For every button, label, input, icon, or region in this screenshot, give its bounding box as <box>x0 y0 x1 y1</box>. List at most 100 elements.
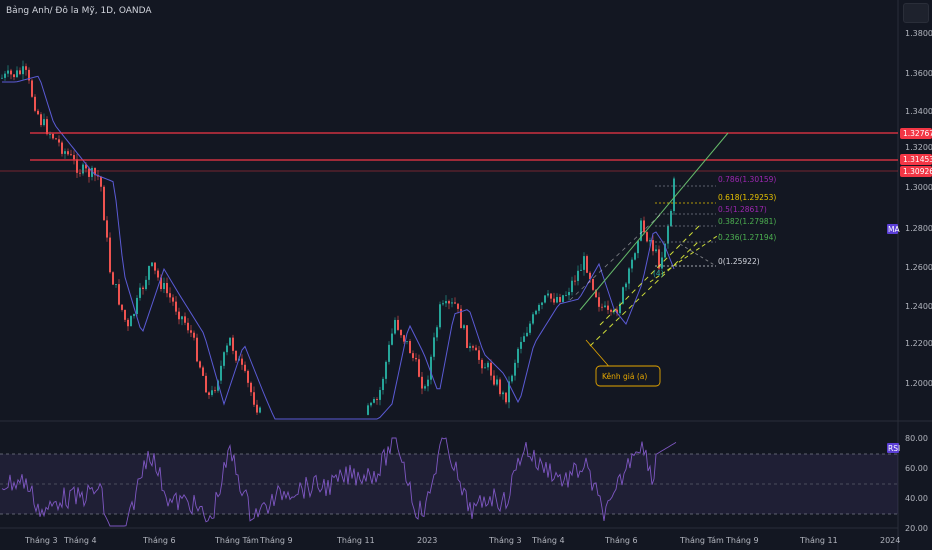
candle-body <box>37 110 39 115</box>
rsi-tick: 20.00 <box>905 524 928 533</box>
channel-line-lower[interactable] <box>589 239 701 347</box>
channel-annotation-box[interactable] <box>595 365 661 387</box>
candle-body <box>646 232 648 242</box>
chart-settings-button[interactable] <box>903 3 929 23</box>
candle-body <box>517 348 519 363</box>
candle-body <box>10 70 12 75</box>
candle-body <box>142 287 144 290</box>
candle-body <box>598 297 600 307</box>
candle-body <box>412 353 414 358</box>
candle-body <box>427 379 429 387</box>
candle-body <box>439 304 441 328</box>
candle-body <box>391 333 393 345</box>
ma-badge: MA <box>888 225 900 234</box>
candle-body <box>658 249 660 269</box>
candle-body <box>208 392 210 395</box>
candle-body <box>124 309 126 320</box>
time-axis[interactable]: Tháng 3 Tháng 4 Tháng 6 Tháng Tám Tháng … <box>24 536 900 545</box>
fib-level-0786: 0.786(1.30159) <box>718 175 776 184</box>
candle-body <box>25 66 27 70</box>
candle-body <box>577 270 579 282</box>
price-tick: 1.38000 <box>905 29 932 38</box>
time-label: Tháng 11 <box>336 536 375 545</box>
time-label: 2024 <box>880 536 900 545</box>
candle-body <box>175 301 177 312</box>
rsi-badge-bg[interactable] <box>887 443 899 453</box>
price-tick: 1.36000 <box>905 69 932 78</box>
candle-body <box>415 357 417 360</box>
candle-body <box>199 361 201 368</box>
candle-body <box>103 186 105 221</box>
fib-level-0618: 0.618(1.29253) <box>718 193 776 202</box>
candle-body <box>130 316 132 327</box>
candle-body <box>487 362 489 368</box>
candle-body <box>259 407 261 413</box>
candle-body <box>622 287 624 304</box>
candle-body <box>460 308 462 329</box>
candle-body <box>127 319 129 327</box>
candle-body <box>373 399 375 403</box>
candle-body <box>217 380 219 391</box>
candle-body <box>232 337 234 351</box>
time-label: Tháng 3 <box>488 536 522 545</box>
fib-level-0: 0(1.25922) <box>718 257 760 266</box>
candle-body <box>79 172 81 174</box>
time-label: Tháng 4 <box>63 536 97 545</box>
candle-body <box>82 164 84 174</box>
candle-body <box>31 80 33 97</box>
candle-body <box>187 322 189 331</box>
candle-body <box>502 392 504 395</box>
candle-body <box>673 178 675 211</box>
price-tag-1: 1.32767 <box>903 129 932 138</box>
candle-body <box>619 303 621 314</box>
candle-body <box>568 292 570 296</box>
fib-level-0236: 0.236(1.27194) <box>718 233 776 242</box>
candle-body <box>634 253 636 260</box>
price-tick: 1.28000 <box>905 224 932 233</box>
candle-body <box>22 66 24 75</box>
candle-body <box>499 379 501 395</box>
candle-body <box>535 310 537 315</box>
candle-body <box>580 269 582 271</box>
candle-body <box>139 287 141 298</box>
candle-body <box>496 379 498 385</box>
candle-body <box>541 302 543 305</box>
candle-body <box>436 327 438 338</box>
candle-body <box>406 340 408 342</box>
candle-body <box>445 301 447 304</box>
candle-body <box>13 74 15 78</box>
candle-body <box>511 375 513 382</box>
time-label: Tháng Tám <box>214 536 259 545</box>
candle-body <box>145 279 147 290</box>
trend-line-upper[interactable] <box>579 132 729 311</box>
candle-body <box>400 329 402 336</box>
fib-level-05: 0.5(1.28617) <box>718 205 767 214</box>
wave-line-b[interactable] <box>679 243 717 267</box>
fibonacci-retracement[interactable]: 0.786(1.30159) 0.618(1.29253) 0.5(1.2861… <box>655 175 776 267</box>
candlestick-series <box>1 60 675 416</box>
candle-body <box>631 259 633 269</box>
price-tick: 1.26000 <box>905 263 932 272</box>
candle-body <box>403 335 405 342</box>
candle-body <box>484 367 486 369</box>
candle-body <box>448 301 450 304</box>
candle-body <box>637 240 639 254</box>
candle-body <box>505 392 507 403</box>
candle-body <box>430 356 432 380</box>
candle-body <box>664 243 666 258</box>
price-axis[interactable]: 1.38000 1.36000 1.34000 1.32000 1.30000 … <box>905 29 932 388</box>
time-label: Tháng 4 <box>531 536 565 545</box>
ma-badge-bg[interactable] <box>887 224 898 234</box>
candle-body <box>133 314 135 317</box>
candle-body <box>607 305 609 310</box>
candle-body <box>169 293 171 298</box>
candle-body <box>43 119 45 126</box>
candle-body <box>157 270 159 278</box>
candle-body <box>559 297 561 302</box>
candle-body <box>229 337 231 346</box>
candle-body <box>28 69 30 81</box>
time-label: Tháng 3 <box>24 536 58 545</box>
candle-body <box>178 311 180 320</box>
candle-body <box>148 265 150 280</box>
